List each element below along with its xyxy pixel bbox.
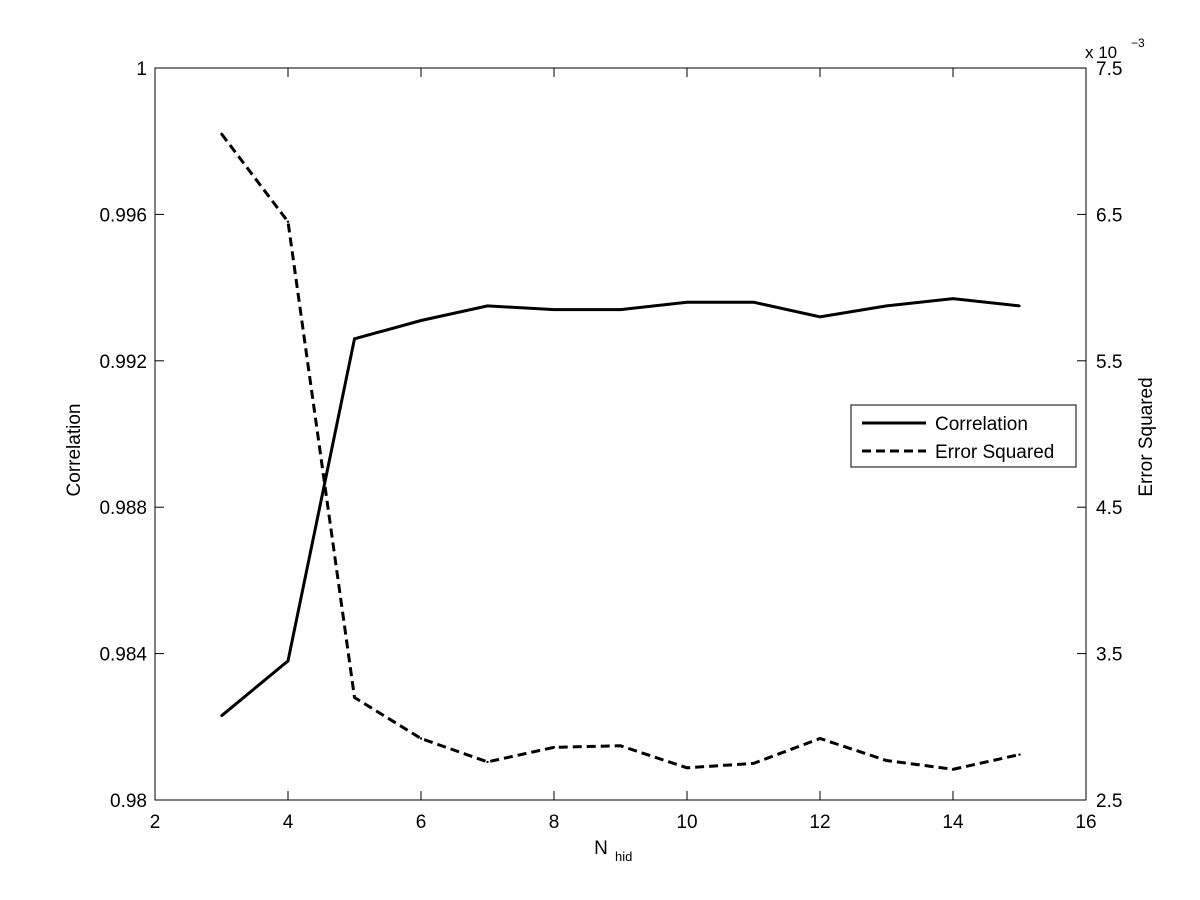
y-tick-label-left: 0.996: [99, 205, 147, 226]
y-tick-label-right: 5.5: [1096, 352, 1122, 373]
right-axis-multiplier: x 10 −3: [1085, 36, 1145, 62]
y-tick-label-left: 0.984: [99, 645, 147, 666]
data-point-correlation: [353, 337, 356, 341]
data-point-correlation: [818, 315, 822, 319]
legend-label-correlation: Correlation: [935, 414, 1028, 435]
x-tick-label: 12: [809, 812, 830, 833]
data-point-correlation: [486, 304, 489, 308]
right-axis-multiplier-base: x 10: [1085, 43, 1117, 62]
data-point-correlation: [552, 308, 556, 311]
x-tick-label: 4: [283, 812, 294, 833]
x-tick-label: 16: [1075, 812, 1096, 833]
y-tick-label-right: 4.5: [1096, 498, 1122, 519]
axes: 2 4 6 8 10 12 14 16 0.98 0.984 0.988 0.992 0.996 1 2.5…: [99, 59, 1122, 833]
data-point-error-squared: [685, 766, 689, 769]
data-point-correlation: [286, 659, 290, 663]
x-axis-label-main: N: [594, 838, 608, 859]
data-point-correlation: [419, 319, 423, 322]
data-point-error-squared: [552, 746, 556, 749]
data-point-correlation: [220, 714, 223, 718]
data-point-error-squared: [885, 759, 888, 762]
right-axis-multiplier-exponent: −3: [1131, 36, 1145, 50]
data-point-correlation: [685, 301, 689, 304]
data-point-correlation: [951, 297, 955, 300]
data-point-correlation: [885, 304, 888, 308]
y-tick-label-right: 3.5: [1096, 645, 1122, 666]
x-tick-label: 6: [416, 812, 427, 833]
data-point-error-squared: [486, 760, 489, 764]
data-point-error-squared: [1018, 753, 1021, 756]
legend-box: [850, 404, 1077, 468]
axes-frame: [154, 67, 1087, 801]
y-tick-label-right: 7.5: [1096, 59, 1122, 80]
data-point-error-squared: [752, 762, 755, 765]
y-tick-label-left: 0.98: [110, 791, 147, 812]
data-point-correlation: [619, 308, 622, 311]
x-axis-label-subscript: hid: [615, 849, 632, 864]
data-point-error-squared: [353, 696, 356, 699]
y-tick-label-right: 6.5: [1096, 205, 1122, 226]
data-point-error-squared: [286, 220, 290, 223]
data-point-correlation: [752, 301, 755, 304]
data-point-error-squared: [951, 768, 955, 771]
x-tick-label: 8: [549, 812, 560, 833]
plot-area: [220, 132, 1021, 771]
y-tick-label-right: 2.5: [1096, 791, 1122, 812]
data-point-error-squared: [619, 744, 622, 748]
x-tick-label: 2: [150, 812, 161, 833]
data-point-error-squared: [818, 737, 822, 740]
x-tick-label: 10: [676, 812, 697, 833]
legend: Correlation Error Squared: [850, 404, 1077, 468]
data-point-correlation: [1018, 304, 1021, 308]
y-tick-label-left: 0.992: [99, 352, 147, 373]
x-axis-label: N hid: [594, 838, 632, 864]
data-point-error-squared: [419, 737, 423, 740]
y-axis-label-right: Error Squared: [1136, 377, 1157, 496]
data-point-error-squared: [220, 132, 223, 136]
x-tick-label: 14: [942, 812, 964, 833]
y-axis-label-left: Correlation: [64, 404, 85, 497]
legend-label-error-squared: Error Squared: [935, 442, 1054, 463]
y-tick-label-left: 0.988: [99, 498, 147, 519]
y-tick-label-left: 1: [136, 59, 147, 80]
